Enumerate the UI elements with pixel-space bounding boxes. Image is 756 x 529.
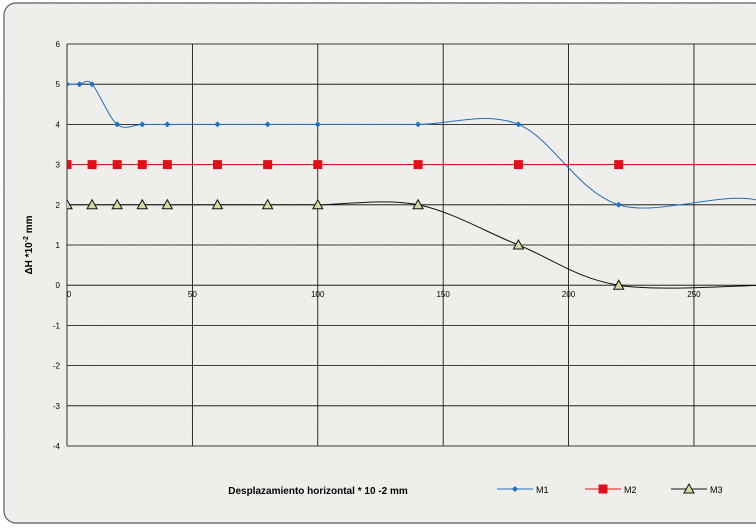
data-point-m1 [76, 81, 83, 88]
y-tick-label: 4 [56, 120, 61, 129]
data-point-m2 [67, 160, 72, 170]
x-tick-label: 0 [67, 290, 72, 299]
legend-label: M2 [624, 485, 637, 495]
data-point-m1 [264, 121, 271, 128]
data-point-m3 [311, 198, 324, 210]
legend-label: M1 [536, 485, 549, 495]
data-point-m1 [515, 121, 522, 128]
data-point-m3 [612, 279, 625, 290]
legend-marker [598, 484, 608, 494]
legend: M1 M2 M3 [497, 482, 723, 495]
data-point-m3 [86, 198, 98, 210]
data-point-m1 [67, 81, 70, 88]
background-texture [4, 3, 756, 523]
legend-label: M3 [710, 485, 723, 495]
data-point-m1 [139, 121, 146, 128]
data-point-m2 [313, 160, 323, 170]
data-point-m3 [261, 198, 274, 210]
series-group [67, 80, 756, 290]
data-point-m2 [413, 160, 423, 170]
data-point-m3 [211, 198, 224, 210]
data-point-m2 [87, 160, 97, 170]
data-point-m3 [161, 198, 174, 210]
data-point-m1 [89, 81, 96, 88]
x-tick-labels: 05010015020025030035040045050055 [67, 290, 701, 299]
series-m1 [67, 80, 756, 209]
y-tick-label: -1 [53, 321, 61, 330]
data-point-m3 [136, 198, 149, 210]
y-tick-label: 2 [56, 201, 61, 210]
data-point-m3 [67, 198, 73, 210]
y-tick-label: 3 [56, 161, 61, 170]
data-point-m3 [111, 198, 124, 210]
legend-marker [512, 486, 518, 492]
x-tick-label: 250 [687, 290, 701, 299]
y-tick-label: -4 [53, 442, 61, 451]
x-axis-title: Desplazamiento horizontal * 10 -2 mm [228, 486, 408, 497]
series-m2 [67, 160, 756, 170]
data-point-m2 [162, 160, 172, 170]
data-point-m2 [137, 160, 147, 170]
data-point-m3 [412, 198, 424, 210]
x-tick-label: 200 [562, 290, 576, 299]
data-point-m1 [415, 121, 422, 128]
legend-marker [683, 482, 695, 494]
series-m3 [67, 198, 756, 290]
x-tick-label: 50 [188, 290, 197, 299]
data-point-m2 [513, 160, 523, 170]
y-tick-label: 6 [56, 40, 61, 49]
data-point-m1 [214, 121, 221, 128]
data-point-m1 [114, 121, 121, 128]
x-tick-label: 150 [436, 290, 450, 299]
y-axis-title: ΔH *10-2 mm [23, 215, 35, 274]
x-tick-label: 100 [311, 290, 325, 299]
data-point-m1 [314, 121, 321, 128]
data-point-m2 [112, 160, 122, 170]
data-point-m2 [614, 160, 624, 170]
y-tick-label: 0 [56, 281, 61, 290]
y-tick-label: -2 [53, 362, 61, 371]
y-tick-label: 5 [56, 80, 61, 89]
y-tick-labels: -4 -3 -2 -1 0 1 2 3 4 5 6 [53, 40, 61, 451]
data-point-m1 [615, 201, 622, 208]
y-tick-label: 1 [56, 241, 61, 250]
data-point-m3 [512, 238, 525, 250]
data-point-m1 [164, 121, 171, 128]
y-tick-label: -3 [53, 402, 61, 411]
data-point-m2 [263, 160, 273, 170]
data-point-m2 [212, 160, 222, 170]
